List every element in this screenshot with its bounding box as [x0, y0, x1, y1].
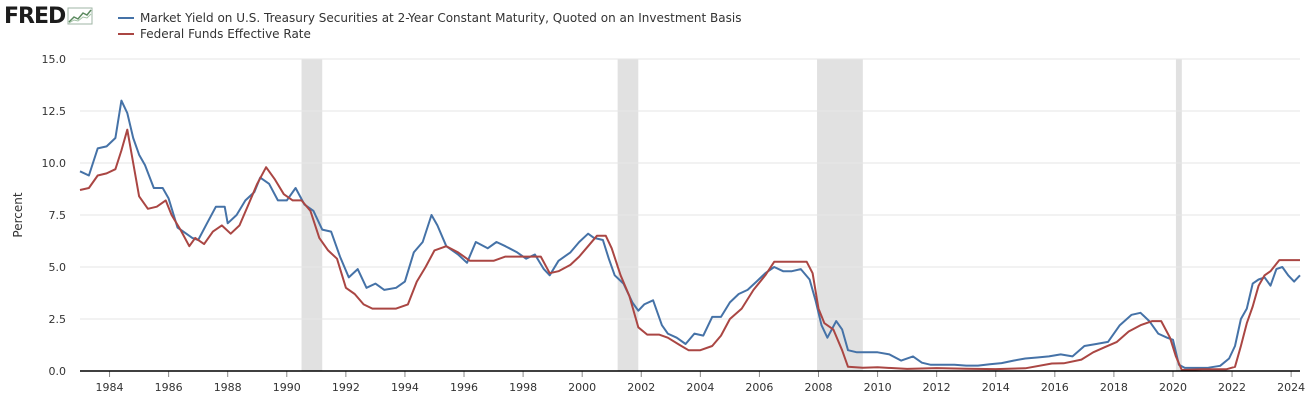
x-tick-label-9: 2002: [627, 381, 655, 394]
series-line-fed-funds[interactable]: [79, 128, 1300, 371]
grid-lines: [80, 58, 1300, 372]
x-tick-label-3: 1990: [273, 381, 301, 394]
y-tick-label-0: 0.0: [49, 365, 67, 378]
x-tick-label-20: 2024: [1277, 381, 1305, 394]
legend-item-fed-funds[interactable]: Federal Funds Effective Rate: [118, 26, 741, 42]
y-tick-label-1: 2.5: [49, 313, 67, 326]
series-line-2y-treasury[interactable]: [79, 99, 1301, 369]
x-tick-label-0: 1984: [96, 381, 124, 394]
x-tick-label-17: 2018: [1100, 381, 1128, 394]
legend-label-fed-funds: Federal Funds Effective Rate: [140, 27, 311, 41]
chart-legend: Market Yield on U.S. Treasury Securities…: [118, 10, 741, 42]
legend-swatch-fed-funds: [118, 33, 134, 35]
fred-logo-text: FRED: [4, 3, 66, 29]
x-tick-label-15: 2014: [982, 381, 1010, 394]
x-tick-label-5: 1994: [391, 381, 419, 394]
x-tick-label-2: 1988: [214, 381, 242, 394]
x-tick-label-6: 1996: [450, 381, 478, 394]
series-lines: [79, 99, 1301, 371]
legend-label-2y-treasury: Market Yield on U.S. Treasury Securities…: [140, 11, 742, 25]
x-tick-label-11: 2006: [745, 381, 773, 394]
y-axis-label: Percent: [11, 192, 25, 237]
y-tick-label-6: 15.0: [42, 53, 67, 66]
x-tick-label-14: 2012: [923, 381, 951, 394]
x-tick-label-10: 2004: [686, 381, 714, 394]
x-tick-label-4: 1992: [332, 381, 360, 394]
x-tick-label-18: 2020: [1159, 381, 1187, 394]
legend-swatch-2y-treasury: [118, 17, 134, 19]
y-tick-label-2: 5.0: [49, 261, 67, 274]
legend-item-2y-treasury[interactable]: Market Yield on U.S. Treasury Securities…: [118, 10, 741, 26]
x-tick-label-8: 2000: [568, 381, 596, 394]
x-tick-label-7: 1998: [509, 381, 537, 394]
x-axis-ticks: 1984 1986 1988 1990 1992 1994 1996 1998 2000 2002…: [96, 371, 1305, 394]
y-tick-label-5: 12.5: [42, 105, 67, 118]
x-tick-label-13: 2010: [864, 381, 892, 394]
chart-logo-icon: [67, 7, 93, 25]
x-tick-label-1: 1986: [155, 381, 183, 394]
x-tick-label-16: 2016: [1041, 381, 1069, 394]
x-tick-label-12: 2008: [804, 381, 832, 394]
x-tick-label-19: 2022: [1218, 381, 1246, 394]
y-axis-ticks: 0.0 2.5 5.0 7.5 10.0 12.5 15.0: [42, 53, 67, 378]
fred-logo[interactable]: FRED: [4, 2, 93, 30]
y-tick-label-3: 7.5: [49, 209, 67, 222]
y-tick-label-4: 10.0: [42, 157, 67, 170]
